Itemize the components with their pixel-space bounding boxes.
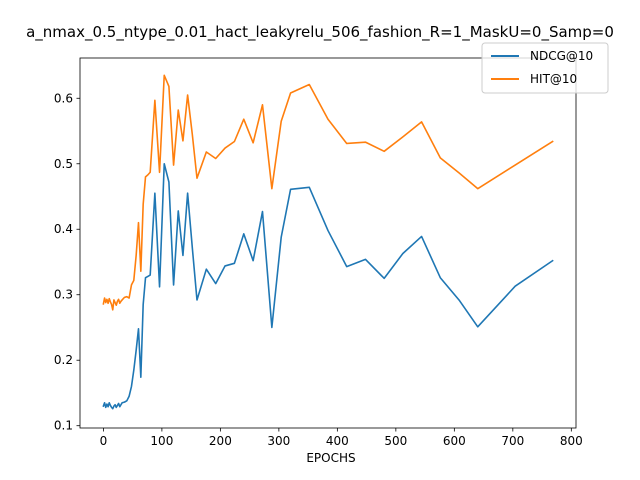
x-tick-label: 0 [100, 434, 108, 448]
x-tick-label: 500 [384, 434, 407, 448]
legend: NDCG@10 HIT@10 [481, 42, 609, 94]
axes-layer: 0 100 200 300 400 500 600 700 800 0.1 0.2 0.3 0.4 0.5… [54, 91, 583, 448]
legend-label-ndcg: NDCG@10 [530, 49, 593, 63]
series-line-ndcg-10 [102, 162, 554, 410]
x-axis-title: EPOCHS [306, 451, 355, 465]
x-tick-label: 400 [326, 434, 349, 448]
y-tick-label: 0.3 [54, 288, 73, 302]
y-tick-label: 0.5 [54, 157, 73, 171]
x-tick-label: 100 [150, 434, 173, 448]
x-tick-label: 300 [267, 434, 290, 448]
x-tick-label: 600 [443, 434, 466, 448]
y-tick-label: 0.6 [54, 91, 73, 105]
x-tick-label: 700 [501, 434, 524, 448]
legend-label-hit: HIT@10 [530, 72, 577, 86]
series-layer [102, 74, 554, 410]
series-line-hit-10 [102, 74, 554, 311]
chart-title: a_nmax_0.5_ntype_0.01_hact_leakyrelu_506… [26, 23, 614, 42]
x-tick-label: 200 [209, 434, 232, 448]
plot-frame [79, 57, 577, 429]
y-tick-label: 0.1 [54, 419, 73, 433]
y-tick-label: 0.4 [54, 222, 73, 236]
x-tick-label: 800 [560, 434, 583, 448]
y-tick-label: 0.2 [54, 353, 73, 367]
